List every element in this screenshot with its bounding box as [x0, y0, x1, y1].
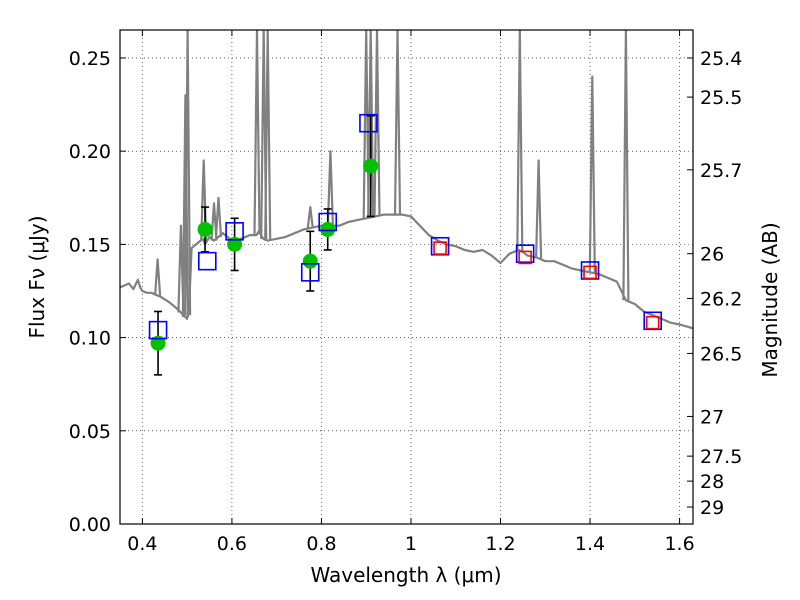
- observed-point: [197, 221, 213, 237]
- plot-area: [120, 30, 693, 524]
- magnitude-tick-label: 26: [700, 244, 724, 266]
- magnitude-tick-label: 25.4: [700, 48, 742, 70]
- emission-line-spike: [373, 30, 381, 217]
- y-tick-label: 0.10: [69, 328, 111, 350]
- x-tick-label: 1.4: [575, 533, 605, 555]
- observed-point: [363, 158, 379, 174]
- x-tick-label: 1.2: [485, 533, 515, 555]
- y-tick-label: 0.15: [69, 234, 111, 256]
- emission-line-spike: [622, 30, 630, 301]
- emission-line-spike: [362, 30, 370, 219]
- y-tick-label: 0.00: [69, 514, 111, 536]
- model-square: [359, 113, 378, 133]
- emission-line-spike: [367, 30, 375, 218]
- model-square: [515, 244, 535, 263]
- magnitude-tick-label: 27: [700, 406, 724, 428]
- emission-line-spike: [154, 258, 162, 296]
- predicted-square: [583, 265, 597, 280]
- x-tick-label: 0.8: [306, 533, 336, 555]
- y-tick-label: 0.05: [69, 421, 111, 443]
- model-square: [300, 263, 320, 282]
- plot-layer: [120, 30, 693, 376]
- emission-line-spike: [535, 159, 543, 259]
- emission-line-spike: [264, 30, 272, 241]
- predicted-square: [645, 315, 660, 330]
- magnitude-tick-label: 28: [700, 471, 724, 493]
- plot-frame: [119, 29, 694, 525]
- magnitude-tick-label: 29: [700, 497, 724, 519]
- magnitude-tick-label: 26.5: [700, 343, 742, 365]
- emission-line-spike: [516, 30, 524, 251]
- y-tick-label: 0.25: [69, 48, 111, 70]
- tick-layer: 0.4 0.6 0.8 1 1.2 1.4 1.6 0.00 0.05 0.10 0.15 0.20 0…: [69, 30, 742, 555]
- emission-line-spike: [588, 75, 596, 273]
- model-square: [225, 222, 244, 241]
- emission-line-spike: [181, 94, 189, 318]
- magnitude-tick-label: 26.2: [700, 288, 742, 310]
- observed-point: [320, 221, 336, 237]
- x-tick-label: 0.4: [127, 533, 157, 555]
- emission-line-spike: [306, 206, 314, 229]
- model-square: [318, 212, 338, 232]
- y2-axis-label: Magnitude (AB): [758, 222, 782, 377]
- emission-line-spike: [393, 30, 402, 215]
- magnitude-tick-label: 27.5: [700, 446, 742, 468]
- model-square: [197, 251, 217, 271]
- y-axis-label: Flux Fν (μJy): [25, 215, 49, 338]
- emission-line-spike: [253, 30, 261, 235]
- model-square: [148, 320, 168, 340]
- x-tick-label: 1.6: [664, 533, 694, 555]
- y-tick-label: 0.20: [69, 141, 111, 163]
- emission-line-spike: [184, 30, 192, 316]
- magnitude-tick-label: 25.7: [700, 160, 742, 182]
- x-axis-label: Wavelength λ (μm): [310, 563, 501, 587]
- magnitude-tick-label: 25.5: [700, 87, 742, 109]
- predicted-square: [518, 250, 532, 265]
- x-tick-label: 1: [405, 533, 417, 555]
- x-tick-label: 0.6: [217, 533, 247, 555]
- observed-point: [302, 253, 318, 269]
- predicted-square: [433, 241, 447, 255]
- emission-line-spike: [214, 196, 223, 237]
- emission-line-spike: [326, 150, 334, 226]
